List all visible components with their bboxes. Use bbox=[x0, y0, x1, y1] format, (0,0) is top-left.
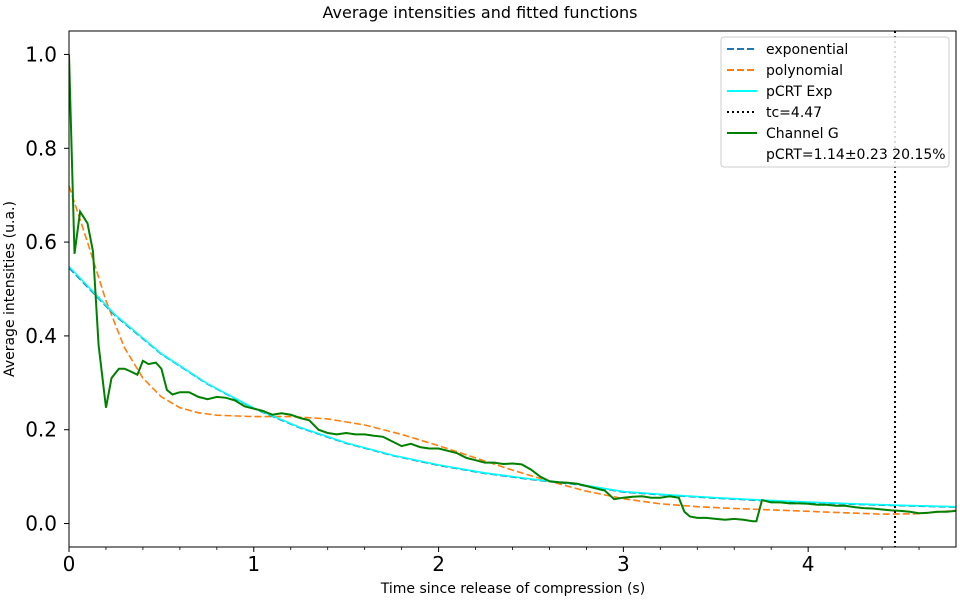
x-axis-label: Time since release of compression (s) bbox=[380, 581, 645, 597]
ticks: 0 1 2 3 4 0.0 0.2 0.4 0.6 0.8 1.0 bbox=[25, 42, 920, 576]
y-tick-label: 0.6 bbox=[25, 230, 57, 254]
y-tick-label: 0.8 bbox=[25, 136, 57, 160]
y-axis-label: Average intensities (u.a.) bbox=[2, 201, 18, 377]
legend-label: exponential bbox=[766, 42, 848, 58]
y-tick-label: 0.2 bbox=[25, 418, 57, 442]
x-tick-label: 1 bbox=[247, 552, 260, 576]
legend-label: Channel G bbox=[766, 126, 839, 142]
series-line-pcrt-exp bbox=[69, 265, 956, 508]
legend-label: pCRT Exp bbox=[766, 84, 833, 100]
y-tick-label: 1.0 bbox=[25, 42, 57, 66]
y-tick-label: 0.4 bbox=[25, 324, 57, 348]
x-tick-label: 0 bbox=[63, 552, 76, 576]
chart-title: Average intensities and fitted functions bbox=[323, 3, 638, 22]
legend-box bbox=[720, 36, 950, 168]
legend-label: pCRT=1.14±0.23 20.15% bbox=[766, 147, 946, 163]
series-line-channel-g bbox=[69, 54, 956, 523]
series-line-polynomial bbox=[69, 185, 956, 516]
y-tick-label: 0.0 bbox=[25, 512, 57, 536]
legend: exponential polynomial pCRT Exp tc=4.47 Chan… bbox=[720, 36, 950, 168]
x-tick-label: 3 bbox=[617, 552, 630, 576]
x-tick-label: 4 bbox=[802, 552, 815, 576]
legend-label: polynomial bbox=[766, 63, 843, 79]
x-tick-label: 2 bbox=[432, 552, 445, 576]
legend-label: tc=4.47 bbox=[766, 105, 822, 121]
